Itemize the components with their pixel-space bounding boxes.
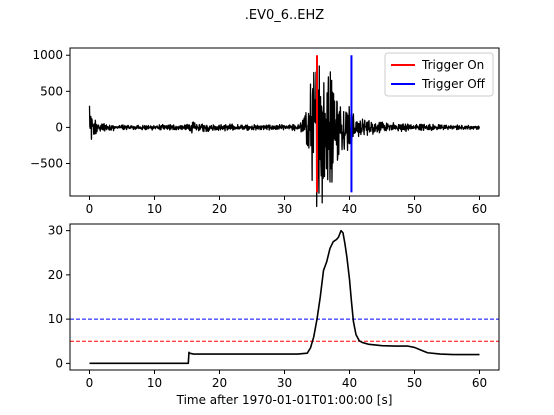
seismogram-panel: 0 10 20 30 40 50 60 1000 500 0 −500 Trigger On Tri… (30, 47, 500, 216)
x-tick-label: 50 (407, 202, 422, 216)
x-tick-label: 30 (277, 376, 292, 390)
legend-box (384, 52, 494, 97)
x-tick-label: 20 (212, 202, 227, 216)
x-tick-label: 40 (342, 202, 357, 216)
y-tick-label: 500 (40, 84, 63, 98)
x-tick-label: 30 (277, 202, 292, 216)
y-tick-label: 20 (48, 268, 63, 282)
x-tick-label: 50 (407, 376, 422, 390)
x-tick-label: 0 (86, 376, 94, 390)
characteristic-function-line (89, 229, 480, 365)
y-tick-label: 30 (48, 224, 63, 238)
legend-label-trigger-on: Trigger On (421, 58, 484, 72)
chart-title: .EV0_6..EHZ (245, 8, 325, 23)
characteristic-function-frame (69, 223, 500, 371)
x-tick-label: 20 (212, 376, 227, 390)
legend-label-trigger-off: Trigger Off (421, 77, 486, 91)
x-tick-label: 60 (472, 376, 487, 390)
y-tick-label: 1000 (32, 48, 63, 62)
characteristic-function-panel: 0 10 20 30 40 50 60 0 10 20 30 Time after 1970-01-… (48, 223, 500, 407)
seismogram-lines (88, 55, 481, 208)
y-tick-label: 0 (55, 120, 63, 134)
seismogram-axis-ticks: 0 10 20 30 40 50 60 1000 500 0 −500 (30, 48, 487, 216)
legend: Trigger On Trigger Off (384, 52, 494, 97)
characteristic-function-axis-ticks: 0 10 20 30 40 50 60 0 10 20 30 (48, 224, 487, 390)
x-axis-label: Time after 1970-01-01T01:00:00 [s] (176, 393, 393, 407)
x-tick-label: 10 (147, 376, 162, 390)
x-tick-label: 60 (472, 202, 487, 216)
x-tick-label: 0 (86, 202, 94, 216)
seismogram-trace (88, 65, 481, 208)
y-tick-label: −500 (30, 157, 63, 171)
x-tick-label: 10 (147, 202, 162, 216)
x-tick-label: 40 (342, 376, 357, 390)
characteristic-function-lines (70, 229, 499, 365)
y-tick-label: 10 (48, 312, 63, 326)
y-tick-label: 0 (55, 356, 63, 370)
